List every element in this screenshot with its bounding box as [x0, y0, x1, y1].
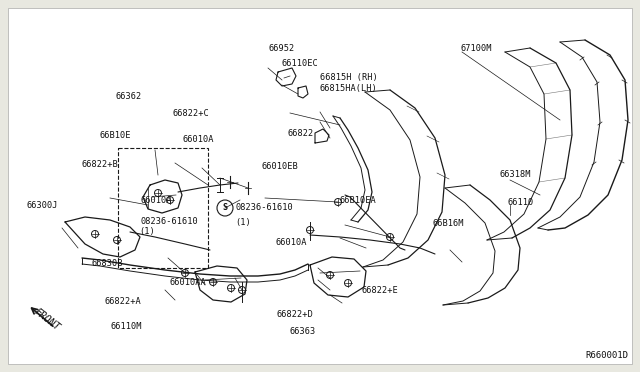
Text: 66362: 66362 — [115, 92, 141, 101]
Text: 66815H (RH): 66815H (RH) — [320, 73, 378, 82]
Text: 66363: 66363 — [289, 327, 316, 336]
Text: (1): (1) — [235, 218, 251, 227]
Text: 66952: 66952 — [269, 44, 295, 53]
Text: S: S — [223, 203, 227, 212]
Text: 08236-61610: 08236-61610 — [141, 217, 198, 226]
Text: 08236-61610: 08236-61610 — [235, 203, 292, 212]
Text: 66110EC: 66110EC — [282, 59, 318, 68]
Text: 66010A: 66010A — [275, 238, 307, 247]
Text: 67100M: 67100M — [461, 44, 492, 53]
Text: 66822+A: 66822+A — [104, 297, 141, 306]
Bar — [118, 148, 208, 268]
Text: FRONT: FRONT — [33, 307, 61, 333]
Text: 66815HA(LH): 66815HA(LH) — [320, 84, 378, 93]
Text: 66822: 66822 — [288, 129, 314, 138]
Text: 66822+C: 66822+C — [173, 109, 209, 118]
Text: 66300J: 66300J — [27, 201, 58, 210]
Text: 66110: 66110 — [508, 198, 534, 207]
Text: 66B16M: 66B16M — [433, 219, 464, 228]
Text: 66318M: 66318M — [499, 170, 531, 179]
Text: 66B10EA: 66B10EA — [339, 196, 376, 205]
Text: 66B10E: 66B10E — [99, 131, 131, 140]
Text: 66822+B: 66822+B — [82, 160, 118, 169]
Text: 66010AA: 66010AA — [170, 278, 206, 287]
Text: R660001D: R660001D — [585, 351, 628, 360]
Text: 66110M: 66110M — [111, 322, 142, 331]
Text: 66830B: 66830B — [92, 259, 123, 268]
Text: 66010A: 66010A — [182, 135, 214, 144]
Text: (1): (1) — [140, 227, 156, 236]
Text: 66822+D: 66822+D — [276, 310, 313, 319]
Text: 66822+E: 66822+E — [362, 286, 398, 295]
Text: 66010EB: 66010EB — [261, 162, 298, 171]
Text: 66010A: 66010A — [141, 196, 172, 205]
